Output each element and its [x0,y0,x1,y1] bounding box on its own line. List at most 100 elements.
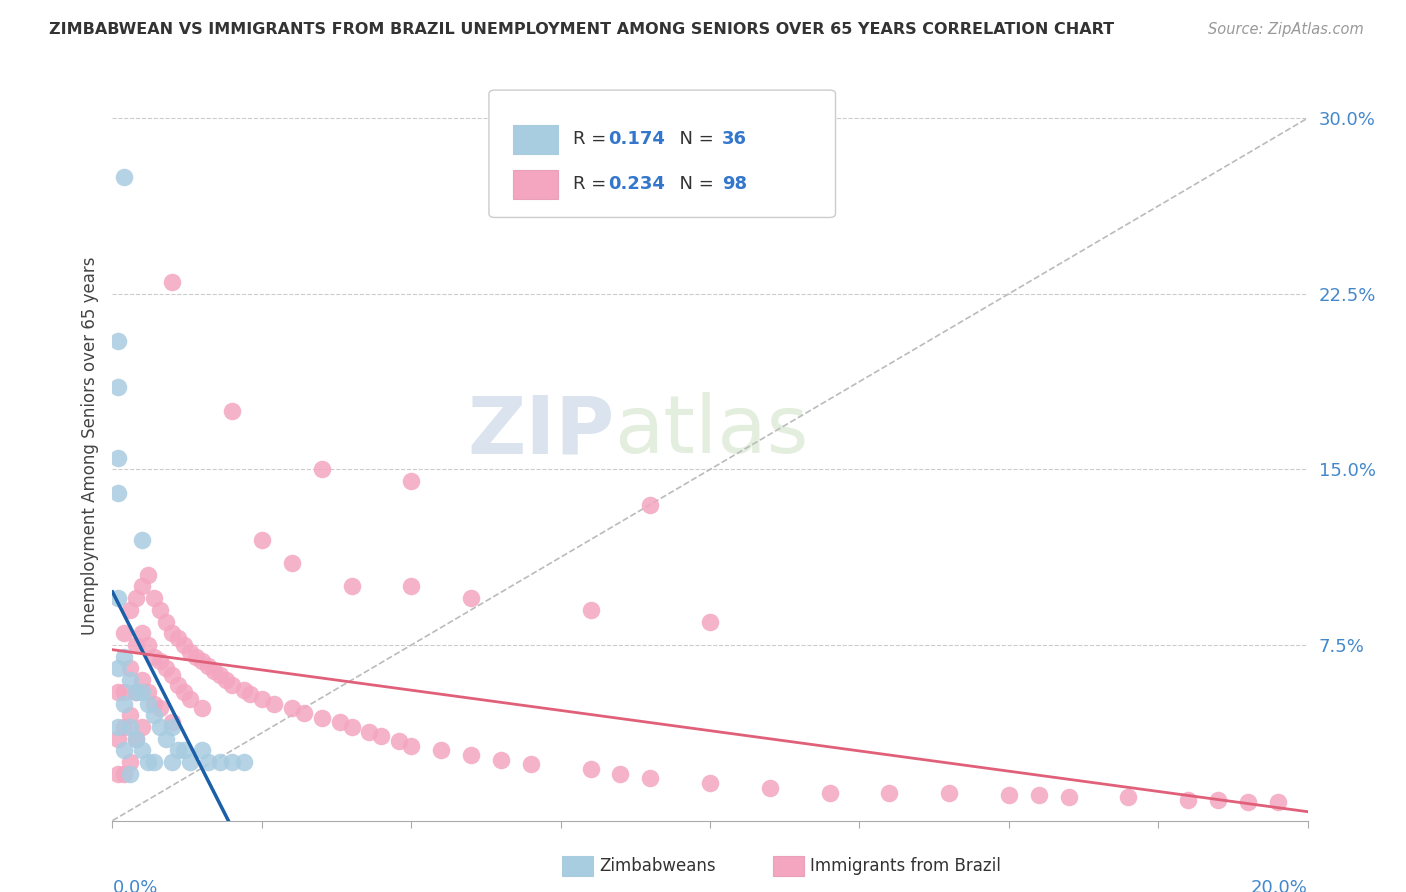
Point [329,715,352,730]
Point [489,753,512,767]
Point [998,788,1021,802]
Point [1267,795,1289,809]
Point [143,591,166,606]
Point [186,649,208,664]
Point [125,638,148,652]
Point [167,678,190,692]
Point [1237,795,1260,809]
Point [1177,792,1199,806]
Point [114,767,135,781]
Point [179,645,201,659]
Point [155,661,177,675]
Point [250,692,273,706]
Point [359,724,381,739]
Point [401,474,423,488]
Point [179,755,201,769]
Point [209,668,232,682]
Point [191,655,214,669]
Point [818,786,841,800]
Point [640,498,662,512]
Point [131,533,153,547]
FancyBboxPatch shape [513,170,558,199]
Point [167,743,190,757]
Point [149,655,172,669]
Point [209,755,232,769]
Point [107,591,129,606]
Point [202,664,225,678]
Point [167,631,190,645]
Point [1118,790,1140,805]
Point [131,743,153,757]
Point [292,706,315,720]
Point [340,720,363,734]
FancyBboxPatch shape [489,90,835,218]
Point [197,755,219,769]
Point [233,682,256,697]
Point [149,720,172,734]
Point [340,580,363,594]
Point [131,673,153,688]
Point [120,767,142,781]
Point [120,708,142,723]
Text: Source: ZipAtlas.com: Source: ZipAtlas.com [1208,22,1364,37]
Point [107,485,129,500]
Point [114,685,135,699]
Point [579,603,602,617]
Text: N =: N = [668,175,720,193]
FancyBboxPatch shape [513,125,558,153]
Point [179,692,201,706]
Text: 0.0%: 0.0% [112,880,157,892]
Point [107,731,129,746]
Point [114,720,135,734]
Point [281,556,304,570]
Point [579,762,602,776]
Point [401,580,423,594]
Point [311,710,333,724]
Point [640,772,662,786]
Text: 20.0%: 20.0% [1251,880,1308,892]
Point [120,661,142,675]
Y-axis label: Unemployment Among Seniors over 65 years: Unemployment Among Seniors over 65 years [80,257,98,635]
Point [938,786,960,800]
Text: 0.174: 0.174 [609,130,665,148]
Text: 0.234: 0.234 [609,175,665,193]
Text: Zimbabweans: Zimbabweans [599,857,716,875]
Point [131,685,153,699]
Point [879,786,901,800]
Text: N =: N = [668,130,720,148]
Point [221,678,243,692]
Point [143,708,166,723]
Point [699,776,721,790]
Point [143,697,166,711]
Point [197,659,219,673]
Point [155,615,177,629]
Point [1057,790,1080,805]
Point [138,697,160,711]
Point [162,715,183,730]
Point [699,615,721,629]
Point [107,334,129,348]
Point [107,720,129,734]
Point [370,730,392,744]
Point [107,380,129,394]
Point [138,567,160,582]
Point [162,755,183,769]
Text: R =: R = [572,175,612,193]
Point [107,661,129,675]
Text: R =: R = [572,130,612,148]
Point [263,697,285,711]
Point [520,757,543,772]
Text: ZIP: ZIP [467,392,614,470]
Point [388,734,411,748]
Point [250,533,273,547]
Point [131,626,153,640]
Point [191,701,214,715]
Point [162,626,183,640]
Point [191,743,214,757]
Point [311,462,333,476]
Text: ZIMBABWEAN VS IMMIGRANTS FROM BRAZIL UNEMPLOYMENT AMONG SENIORS OVER 65 YEARS CO: ZIMBABWEAN VS IMMIGRANTS FROM BRAZIL UNE… [49,22,1115,37]
Point [162,668,183,682]
Point [138,638,160,652]
Point [114,743,135,757]
Point [143,649,166,664]
